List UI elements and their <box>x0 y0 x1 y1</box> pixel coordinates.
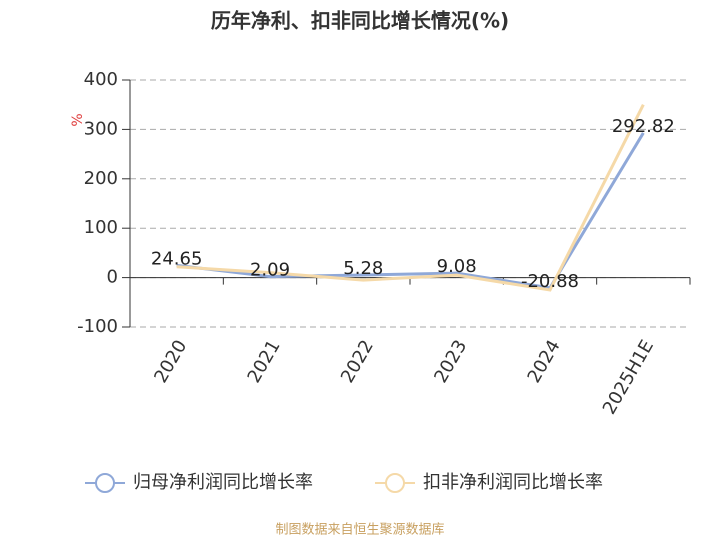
y-tick-label: 400 <box>84 69 118 90</box>
data-label: 24.65 <box>151 248 203 269</box>
y-tick-label: -100 <box>77 316 118 337</box>
data-label: -20.88 <box>521 271 579 292</box>
footer: 制图数据来自恒生聚源数据库 <box>275 522 444 538</box>
data-label: 9.08 <box>437 256 477 277</box>
data-label: 292.82 <box>612 116 675 137</box>
y-axis-label: % <box>70 113 86 126</box>
data-label: 5.28 <box>343 258 383 279</box>
series-line <box>176 104 645 292</box>
y-tick-label: 300 <box>84 118 118 139</box>
legend-marker <box>95 473 115 493</box>
chart-title: 历年净利、扣非同比增长情况(%) <box>211 9 509 33</box>
x-tick-label: 2022 <box>337 337 378 387</box>
legend-label: 归母净利润同比增长率 <box>133 472 313 493</box>
x-tick-label: 2025H1E <box>599 337 658 419</box>
y-tick-label: 100 <box>84 217 118 238</box>
x-tick-label: 2024 <box>524 337 565 387</box>
x-tick-label: 2021 <box>244 337 285 387</box>
data-label: 2.09 <box>250 260 290 281</box>
y-tick-label: 0 <box>107 267 118 288</box>
y-tick-label: 200 <box>84 168 118 189</box>
legend-label: 扣非净利润同比增长率 <box>423 472 603 493</box>
x-tick-label: 2023 <box>430 337 471 387</box>
legend-marker <box>385 473 405 493</box>
x-tick-label: 2020 <box>150 337 191 387</box>
series-line <box>176 132 645 290</box>
